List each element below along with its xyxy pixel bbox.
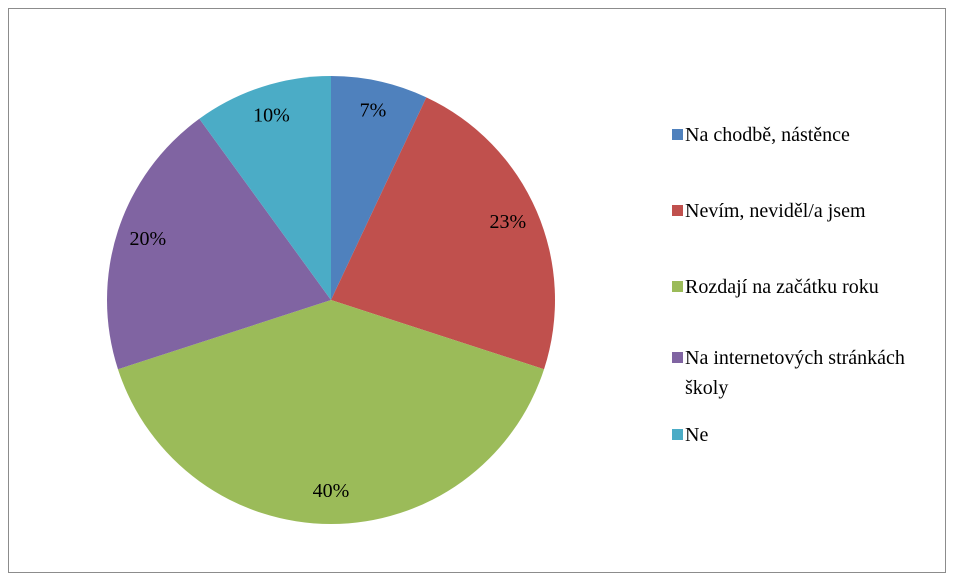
legend-label: Rozdají na začátku roku	[685, 276, 879, 298]
legend-item: Rozdají na začátku roku	[672, 272, 942, 302]
legend-swatch	[672, 205, 683, 216]
pie-slice	[106, 118, 331, 370]
legend-swatch	[672, 129, 683, 140]
legend-item: Ne	[672, 420, 942, 450]
legend-item: Na chodbě, nástěnce	[672, 120, 942, 150]
legend-swatch	[672, 429, 683, 440]
legend-item: Na internetových stránkách školy	[672, 343, 942, 403]
legend-label: Na chodbě, nástěnce	[685, 124, 850, 146]
pie-slice	[331, 97, 556, 370]
data-label: 20%	[129, 228, 166, 250]
data-label: 10%	[253, 104, 290, 126]
legend-item: Nevím, neviděl/a jsem	[672, 196, 942, 226]
chart-border	[8, 8, 946, 573]
legend-swatch	[672, 281, 683, 292]
legend-swatch	[672, 352, 683, 363]
legend-label: Nevím, neviděl/a jsem	[685, 200, 866, 222]
legend-label: Na internetových stránkách školy	[685, 347, 905, 399]
data-label: 7%	[360, 100, 387, 122]
data-label: 40%	[313, 480, 350, 502]
pie-slice	[331, 76, 427, 300]
legend-label: Ne	[685, 424, 709, 446]
data-label: 23%	[489, 211, 526, 233]
pie-slice	[199, 76, 331, 300]
pie-slice	[117, 300, 545, 525]
